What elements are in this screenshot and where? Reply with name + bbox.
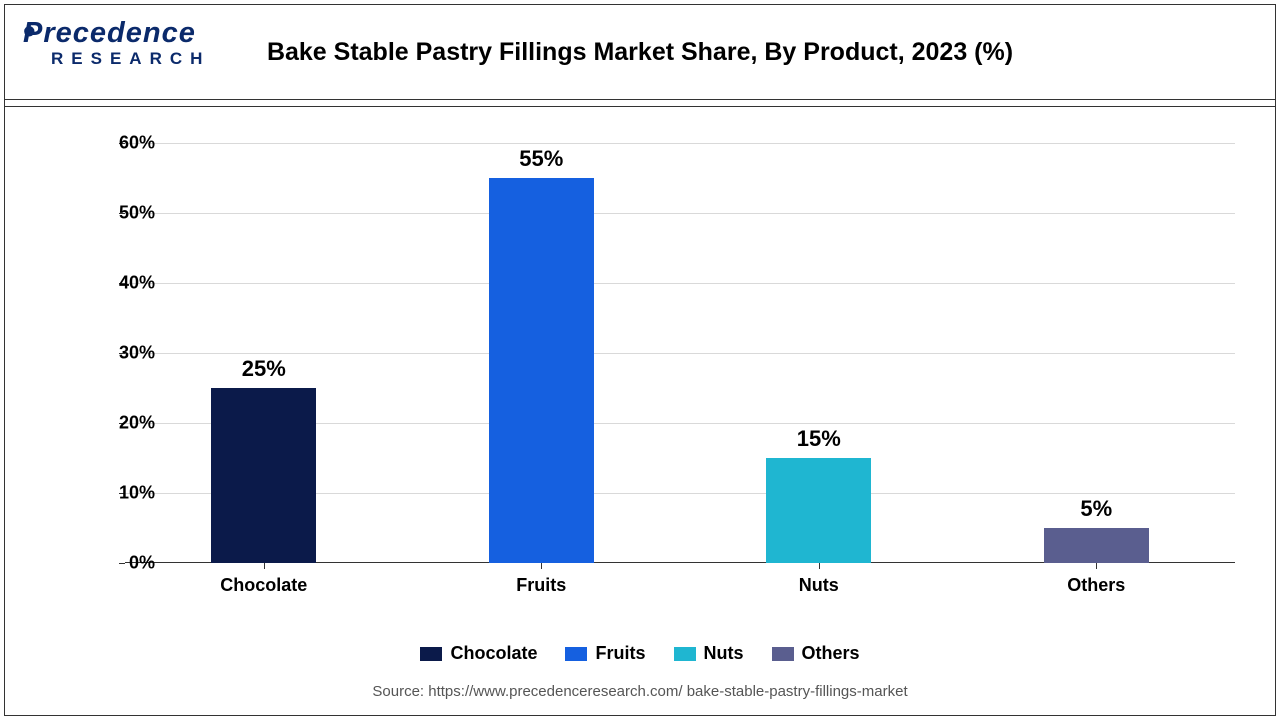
source-text: Source: https://www.precedenceresearch.c…: [5, 683, 1275, 700]
logo-line1: • Precedence: [23, 19, 203, 48]
grid-line: [125, 353, 1235, 354]
bar-value-label: 25%: [194, 356, 334, 382]
bar-value-label: 55%: [471, 146, 611, 172]
bar: [489, 178, 594, 563]
plot-area: 25%Chocolate55%Fruits15%Nuts5%Others: [125, 143, 1235, 563]
y-tick-label: 60%: [95, 133, 155, 154]
x-category-label: Others: [996, 575, 1196, 596]
x-category-label: Chocolate: [164, 575, 364, 596]
logo-line2: RESEARCH: [51, 50, 203, 67]
legend-label: Fruits: [595, 643, 645, 664]
logo-text-primary: Precedence: [23, 17, 196, 49]
legend-label: Nuts: [704, 643, 744, 664]
y-tick-label: 50%: [95, 203, 155, 224]
legend-item: Fruits: [565, 643, 645, 664]
grid-line: [125, 213, 1235, 214]
logo: • Precedence RESEARCH: [23, 19, 203, 67]
legend-label: Chocolate: [450, 643, 537, 664]
plot-box: 25%Chocolate55%Fruits15%Nuts5%Others Cho…: [4, 106, 1276, 716]
legend-item: Nuts: [674, 643, 744, 664]
grid-line: [125, 143, 1235, 144]
x-tick-mark: [541, 563, 542, 569]
grid-line: [125, 283, 1235, 284]
legend-swatch-icon: [772, 647, 794, 661]
legend-label: Others: [802, 643, 860, 664]
legend-item: Chocolate: [420, 643, 537, 664]
y-tick-label: 10%: [95, 483, 155, 504]
bar: [766, 458, 871, 563]
y-tick-label: 0%: [95, 553, 155, 574]
y-tick-label: 30%: [95, 343, 155, 364]
legend-swatch-icon: [565, 647, 587, 661]
header-box: • Precedence RESEARCH Bake Stable Pastry…: [4, 4, 1276, 100]
x-category-label: Nuts: [719, 575, 919, 596]
legend-swatch-icon: [674, 647, 696, 661]
x-category-label: Fruits: [441, 575, 641, 596]
bar-value-label: 15%: [749, 426, 889, 452]
y-tick-label: 20%: [95, 413, 155, 434]
bar-value-label: 5%: [1026, 496, 1166, 522]
legend: Chocolate Fruits Nuts Others: [5, 643, 1275, 664]
bar: [1044, 528, 1149, 563]
y-tick-label: 40%: [95, 273, 155, 294]
x-tick-mark: [819, 563, 820, 569]
bar: [211, 388, 316, 563]
x-tick-mark: [264, 563, 265, 569]
legend-swatch-icon: [420, 647, 442, 661]
x-tick-mark: [1096, 563, 1097, 569]
logo-dot-icon: •: [23, 13, 37, 49]
legend-item: Others: [772, 643, 860, 664]
